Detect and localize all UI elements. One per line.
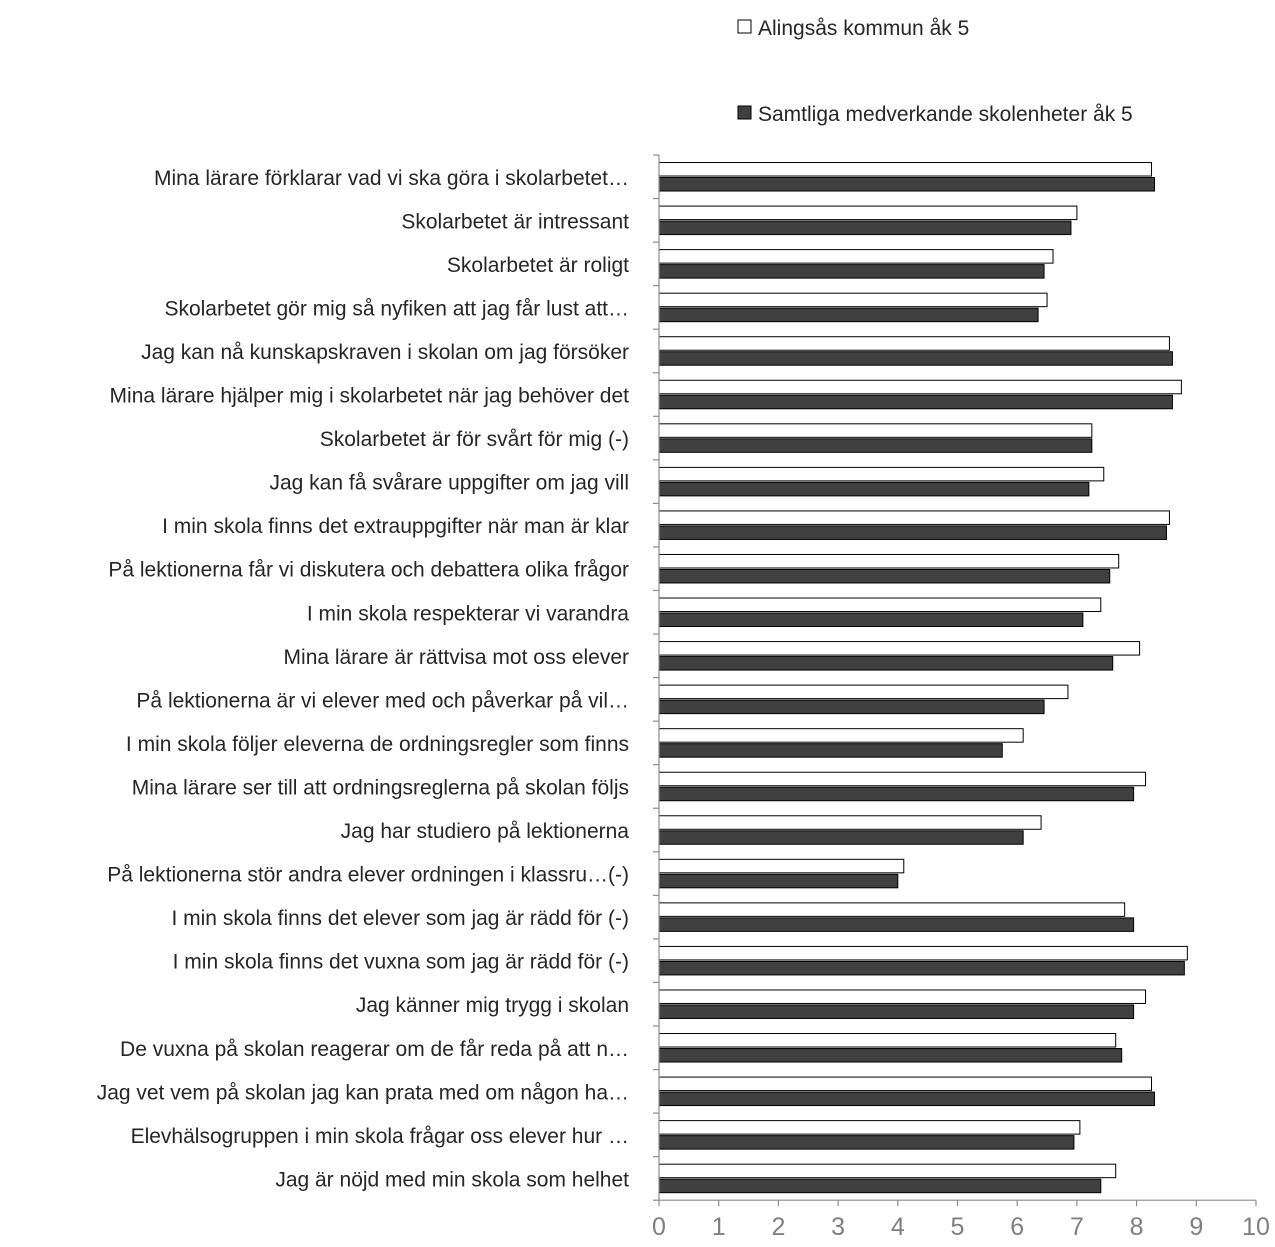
x-tick-labels: 0 1 2 3 4 5 6 7 8 9 10 [652, 1213, 1270, 1241]
category-label-22: Elevhälsogruppen i min skola frågar oss … [131, 1125, 629, 1148]
x-tick-label-1: 1 [712, 1213, 726, 1241]
bars [658, 162, 1188, 1194]
bar-s0-c9 [658, 553, 1120, 569]
category-label-23: Jag är nöjd med min skola som helhet [275, 1168, 629, 1191]
category-label-1: Skolarbetet är intressant [401, 210, 629, 233]
category-label-7: Jag kan få svårare uppgifter om jag vill [269, 472, 629, 495]
category-label-17: I min skola finns det elever som jag är … [171, 907, 629, 930]
bar-s1-c15 [658, 830, 1024, 845]
bar-s1-c17 [658, 917, 1135, 932]
bar-s1-c3 [658, 307, 1039, 323]
x-tick-label-0: 0 [652, 1213, 666, 1241]
bar-s1-c18 [658, 960, 1185, 976]
bar-s1-c12 [658, 699, 1045, 715]
bar-s0-c10 [658, 597, 1102, 613]
legend-swatch-0 [737, 19, 752, 34]
x-tick-label-5: 5 [951, 1213, 965, 1241]
x-tick-label-3: 3 [831, 1213, 845, 1241]
category-label-15: Jag har studiero på lektionerna [341, 820, 630, 843]
category-label-18: I min skola finns det vuxna som jag är r… [173, 951, 629, 974]
bar-s1-c10 [658, 612, 1084, 628]
bar-s1-c23 [658, 1178, 1102, 1194]
category-label-8: I min skola finns det extrauppgifter när… [162, 515, 629, 538]
bar-s1-c8 [658, 525, 1167, 540]
bar-s0-c17 [658, 902, 1126, 917]
x-tick-label-10: 10 [1242, 1213, 1270, 1241]
x-tick-label-9: 9 [1189, 1213, 1203, 1241]
bar-s0-c2 [658, 249, 1054, 264]
x-tick-label-4: 4 [891, 1213, 905, 1241]
bar-s1-c19 [658, 1004, 1135, 1019]
category-label-20: De vuxna på skolan reagerar om de får re… [120, 1038, 629, 1061]
legend-label-0: Alingsås kommun åk 5 [758, 17, 969, 40]
bar-s0-c11 [658, 641, 1141, 656]
bar-s1-c5 [658, 394, 1173, 410]
bar-s0-c7 [658, 466, 1105, 482]
bar-s0-c18 [658, 945, 1188, 961]
category-label-6: Skolarbetet är för svårt för mig (-) [320, 428, 629, 451]
bar-s0-c16 [658, 858, 905, 874]
bar-s0-c15 [658, 815, 1042, 830]
bar-s1-c6 [658, 438, 1093, 453]
bar-s0-c6 [658, 423, 1093, 438]
category-label-10: I min skola respekterar vi varandra [307, 602, 629, 625]
bar-s1-c4 [658, 351, 1173, 366]
bar-s0-c21 [658, 1076, 1153, 1092]
bar-s0-c5 [658, 379, 1182, 395]
legend-label-1: Samtliga medverkande skolenheter åk 5 [758, 103, 1133, 126]
category-labels: Mina lärare förklarar vad vi ska göra i … [97, 167, 630, 1192]
bar-s1-c20 [658, 1048, 1123, 1063]
x-tick-label-8: 8 [1130, 1213, 1144, 1241]
bar-s1-c13 [658, 743, 1003, 758]
category-label-16: På lektionerna stör andra elever ordning… [107, 864, 629, 887]
bar-s0-c3 [658, 292, 1048, 308]
category-label-19: Jag känner mig trygg i skolan [356, 994, 629, 1017]
bar-s1-c0 [658, 177, 1156, 192]
x-tick-label-6: 6 [1010, 1213, 1024, 1241]
category-label-4: Jag kan nå kunskapskraven i skolan om ja… [141, 341, 629, 364]
bar-s1-c9 [658, 568, 1111, 584]
bar-s1-c22 [658, 1135, 1075, 1150]
bar-s0-c12 [658, 684, 1069, 700]
bar-s0-c13 [658, 728, 1024, 743]
bar-s0-c0 [658, 162, 1153, 177]
bar-s0-c22 [658, 1120, 1081, 1135]
category-label-12: På lektionerna är vi elever med och påve… [136, 689, 629, 712]
category-label-21: Jag vet vem på skolan jag kan prata med … [97, 1081, 629, 1104]
legend-swatch-1 [737, 105, 752, 120]
bar-s0-c14 [658, 771, 1147, 787]
bar-s1-c16 [658, 873, 899, 889]
bar-s0-c4 [658, 336, 1170, 351]
category-label-14: Mina lärare ser till att ordningsreglern… [132, 776, 629, 799]
bar-s1-c21 [658, 1091, 1156, 1107]
x-tick-label-7: 7 [1070, 1213, 1084, 1241]
bar-s1-c1 [658, 220, 1072, 236]
bar-s0-c8 [658, 510, 1170, 525]
bar-s0-c20 [658, 1033, 1117, 1048]
category-label-2: Skolarbetet är roligt [447, 254, 629, 277]
bar-s0-c1 [658, 205, 1078, 221]
bar-s1-c14 [658, 786, 1135, 802]
category-label-3: Skolarbetet gör mig så nyfiken att jag f… [164, 297, 629, 320]
category-label-5: Mina lärare hjälper mig i skolarbetet nä… [110, 385, 630, 408]
x-tick-label-2: 2 [771, 1213, 785, 1241]
bar-s1-c7 [658, 481, 1090, 497]
category-label-9: På lektionerna får vi diskutera och deba… [108, 559, 629, 582]
bar-s1-c11 [658, 656, 1114, 671]
bar-s0-c19 [658, 989, 1147, 1004]
category-label-13: I min skola följer eleverna de ordningsr… [126, 733, 629, 756]
legend: Alingsås kommun åk 5 Samtliga medverkande… [737, 17, 1133, 126]
bar-s1-c2 [658, 264, 1045, 279]
bar-s0-c23 [658, 1163, 1117, 1179]
category-label-0: Mina lärare förklarar vad vi ska göra i … [154, 167, 629, 190]
category-label-11: Mina lärare är rättvisa mot oss elever [284, 646, 629, 669]
axes [653, 154, 1257, 1207]
